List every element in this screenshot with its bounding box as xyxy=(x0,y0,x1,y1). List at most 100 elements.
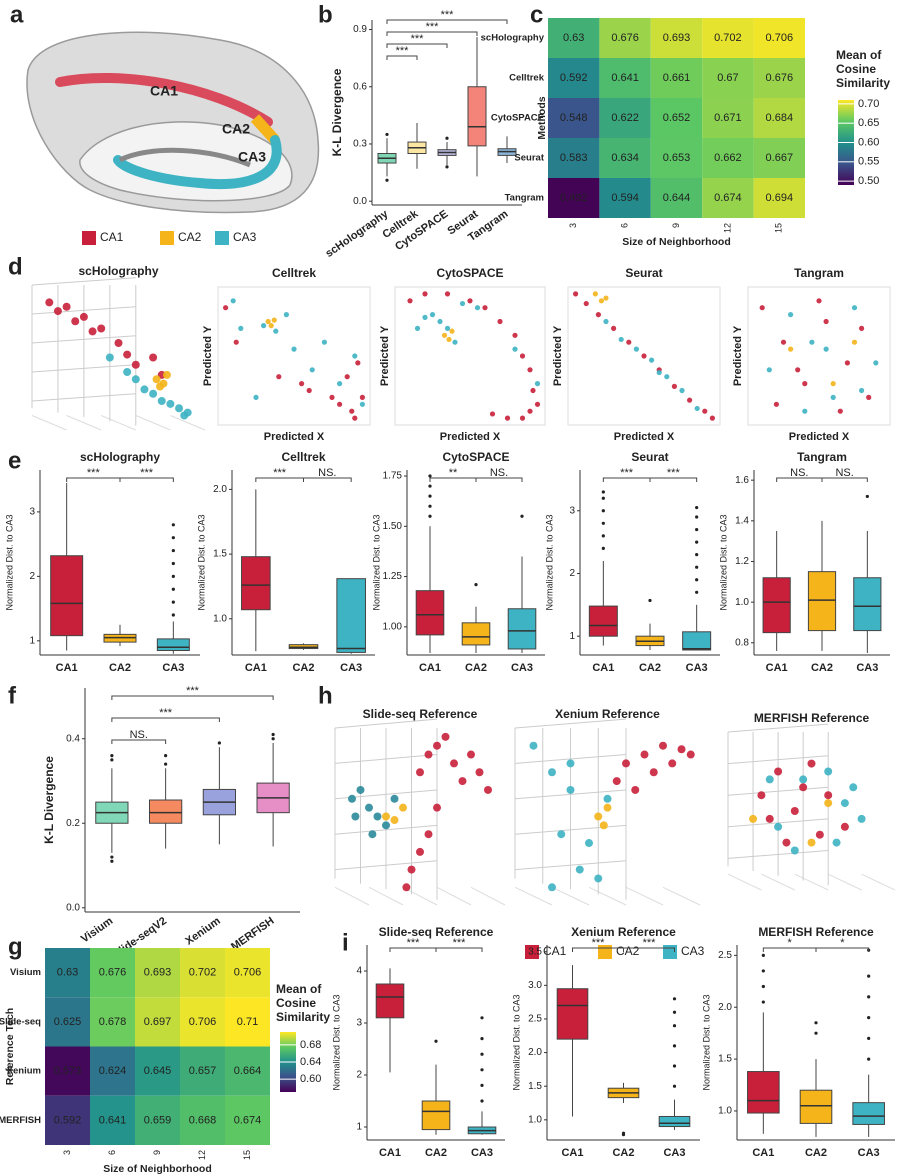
point xyxy=(374,813,382,821)
y-tick-label: 1.0 xyxy=(735,597,749,608)
outlier xyxy=(867,1057,870,1060)
point xyxy=(799,775,807,783)
outlier xyxy=(385,133,388,136)
point xyxy=(672,384,677,389)
cell-label: 0.706 xyxy=(189,1016,217,1028)
point xyxy=(476,768,484,776)
chart-title: Slide-seq Reference xyxy=(379,925,494,939)
point xyxy=(795,367,800,372)
x-tick-label: scHolography xyxy=(323,208,391,260)
point xyxy=(115,339,123,347)
point xyxy=(791,847,799,855)
y-tick-label: 0.0 xyxy=(353,196,367,207)
frame-grid xyxy=(728,724,828,732)
point xyxy=(611,326,616,331)
region-label: CA3 xyxy=(238,149,266,165)
page: abcdefghiCA1CA2CA3CA1CA2CA3CA1CA2CA30.00… xyxy=(0,0,898,1176)
point xyxy=(175,404,183,412)
y-tick-label: 1.5 xyxy=(213,549,227,560)
point xyxy=(757,791,765,799)
cell-label: 0.693 xyxy=(663,32,691,44)
y-axis-title: Normalized Dist. to CA3 xyxy=(4,514,14,610)
outlier xyxy=(695,515,698,518)
point xyxy=(679,388,684,393)
point xyxy=(631,786,639,794)
point xyxy=(425,751,433,759)
x-tick-label: Visium xyxy=(79,915,115,946)
point xyxy=(391,795,399,803)
x-axis-title: Predicted X xyxy=(440,431,501,443)
point xyxy=(695,406,700,411)
point xyxy=(445,326,450,331)
point xyxy=(852,340,857,345)
cell-label: 0.702 xyxy=(714,32,742,44)
cell-label: 0.63 xyxy=(563,32,584,44)
panel-label: c xyxy=(530,1,543,28)
frame-grid xyxy=(828,874,861,890)
point xyxy=(760,305,765,310)
point xyxy=(841,799,849,807)
y-tick-label: 2.0 xyxy=(528,1047,542,1058)
legend-label: CA1 xyxy=(100,230,124,244)
region-label: CA1 xyxy=(150,83,178,99)
point xyxy=(845,360,850,365)
point xyxy=(687,751,695,759)
outlier xyxy=(272,737,275,740)
point xyxy=(657,370,662,375)
point xyxy=(641,353,646,358)
point xyxy=(530,742,538,750)
y-axis-title: Normalized Dist. to CA3 xyxy=(718,514,728,610)
row-label: Celltrek xyxy=(509,73,545,84)
point xyxy=(422,315,427,320)
panel-label: f xyxy=(8,682,17,709)
point xyxy=(467,751,475,759)
point xyxy=(766,815,774,823)
point xyxy=(599,298,604,303)
point xyxy=(284,312,289,317)
outlier xyxy=(172,601,175,604)
point xyxy=(433,742,441,750)
point xyxy=(678,745,686,753)
point xyxy=(585,839,593,847)
column-label: 6 xyxy=(107,1150,117,1155)
point xyxy=(475,305,480,310)
panel-label: a xyxy=(10,1,24,28)
y-tick-label: 1.0 xyxy=(528,1114,542,1125)
x-tick-label: CA2 xyxy=(292,662,314,674)
point xyxy=(166,400,174,408)
significance-label: *** xyxy=(273,467,287,479)
point xyxy=(71,317,79,325)
outlier xyxy=(602,490,605,493)
x-tick-label: CA3 xyxy=(340,662,362,674)
point xyxy=(535,402,540,407)
y-tick-label: 1.0 xyxy=(718,1106,732,1117)
colorbar-tick-label: 0.60 xyxy=(300,1073,321,1085)
point xyxy=(831,381,836,386)
significance-label: *** xyxy=(453,937,467,949)
y-axis-title: Predicted Y xyxy=(202,325,214,386)
point xyxy=(322,340,327,345)
frame-grid xyxy=(589,887,626,905)
cell-label: 0.583 xyxy=(560,152,588,164)
point xyxy=(782,839,790,847)
cell-label: 0.625 xyxy=(54,1016,82,1028)
outlier xyxy=(867,1016,870,1019)
point xyxy=(866,395,871,400)
box xyxy=(468,87,486,146)
point xyxy=(266,319,271,324)
point xyxy=(54,307,62,315)
point xyxy=(557,830,565,838)
panel-label: d xyxy=(8,253,23,280)
colorbar-tick-label: 0.55 xyxy=(858,156,879,168)
frame-grid xyxy=(795,874,828,890)
point xyxy=(123,368,131,376)
colorbar-tick-label: 0.64 xyxy=(300,1056,321,1068)
point xyxy=(626,340,631,345)
point xyxy=(180,412,188,420)
point xyxy=(816,298,821,303)
point xyxy=(749,815,757,823)
point xyxy=(520,416,525,421)
y-tick-label: 3 xyxy=(569,505,575,516)
x-tick-label: CA1 xyxy=(56,662,78,674)
point xyxy=(158,397,166,405)
